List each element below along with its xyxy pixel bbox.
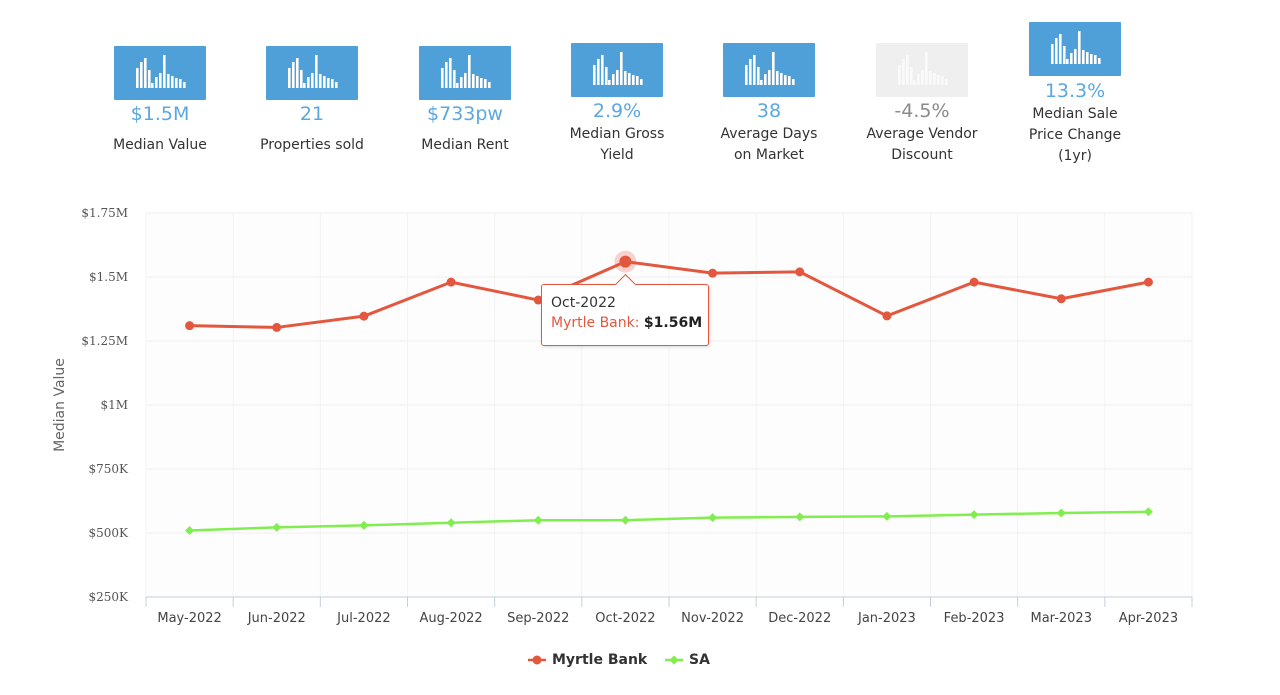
stat-properties-sold[interactable]: 21 Properties sold: [237, 46, 387, 156]
x-tick-label: Feb-2023: [944, 611, 1005, 626]
bar-chart-icon: [1029, 22, 1121, 76]
stat-label: Average Days on Market: [720, 126, 818, 163]
stat-value: $733pw: [427, 103, 503, 125]
chart-legend: Myrtle Bank SA: [0, 648, 1280, 672]
stat-label: Average Vendor Discount: [866, 126, 978, 163]
stat-value: -4.5%: [894, 100, 950, 122]
y-tick-label: $1.25M: [81, 334, 128, 348]
bar-chart-icon: [114, 46, 206, 100]
stat-value: 2.9%: [592, 100, 642, 122]
chart-series: [185, 250, 1153, 535]
y-tick-label: $1.5M: [89, 270, 128, 284]
tooltip-value-row: Myrtle Bank: $1.56M: [551, 313, 708, 333]
bar-chart-icon: [571, 43, 663, 97]
data-point[interactable]: [1143, 277, 1153, 287]
stat-median-value[interactable]: $1.5M Median Value: [85, 46, 235, 156]
data-point[interactable]: [708, 513, 718, 523]
y-tick-label: $500K: [88, 526, 129, 540]
tooltip-series-name: Myrtle Bank:: [551, 315, 640, 331]
data-point[interactable]: [446, 518, 456, 528]
x-tick-label: Dec-2022: [768, 611, 831, 626]
x-tick-label: May-2022: [157, 611, 221, 626]
y-tick-label: $1.75M: [81, 206, 128, 220]
data-point[interactable]: [185, 321, 195, 331]
x-tick-label: Jul-2022: [336, 611, 390, 626]
y-axis-label: Median Value: [52, 358, 68, 452]
bar-chart-icon: [876, 43, 968, 97]
chart-grid: [145, 212, 1193, 598]
stat-average-days-on-market[interactable]: 38 Average Days on Market: [694, 43, 844, 166]
stat-value: $1.5M: [130, 103, 190, 125]
data-point[interactable]: [882, 311, 892, 321]
x-tick-label: Jun-2022: [247, 611, 306, 626]
x-tick-label: Mar-2023: [1031, 611, 1092, 626]
x-tick-label: Apr-2023: [1119, 611, 1178, 626]
tooltip-category: Oct-2022: [551, 295, 616, 311]
x-tick-label: Aug-2022: [419, 611, 482, 626]
data-point[interactable]: [1143, 507, 1153, 517]
bar-chart-icon: [266, 46, 358, 100]
stat-value: 21: [299, 103, 325, 125]
legend-circle-marker-icon: [528, 655, 546, 665]
legend-diamond-marker-icon: [665, 655, 683, 665]
data-point[interactable]: [795, 267, 805, 277]
series-line-sa: [189, 510, 1149, 532]
tooltip-series-value: $1.56M: [643, 315, 703, 331]
bar-chart-icon: [419, 46, 511, 100]
chart-tooltip: Oct-2022 Myrtle Bank: $1.56M: [541, 273, 709, 346]
data-point[interactable]: [969, 277, 979, 287]
data-point[interactable]: [533, 515, 543, 525]
data-point[interactable]: [619, 255, 632, 268]
chart-axes: $250K $500K $750K $1M $1.25M $1.5M $1.75M May-2…: [81, 206, 1193, 626]
stat-median-rent[interactable]: $733pw Median Rent: [390, 46, 540, 156]
data-point[interactable]: [185, 525, 195, 535]
stat-label: Median Sale Price Change (1yr): [1028, 106, 1122, 164]
stat-label: Median Gross Yield: [569, 126, 665, 163]
stat-median-sale-price-change[interactable]: 13.3% Median Sale Price Change (1yr): [1000, 22, 1150, 167]
legend-item-sa[interactable]: SA: [664, 648, 710, 672]
data-point[interactable]: [1056, 508, 1066, 518]
x-tick-label: Jan-2023: [857, 611, 916, 626]
data-point[interactable]: [533, 295, 543, 305]
y-tick-label: $250K: [88, 590, 129, 604]
x-tick-label: Sep-2022: [507, 611, 569, 626]
data-point[interactable]: [359, 520, 369, 530]
series-line-myrtle-bank: [189, 260, 1149, 329]
stat-median-gross-yield[interactable]: 2.9% Median Gross Yield: [542, 43, 692, 166]
y-tick-label: $1M: [100, 398, 128, 412]
stat-label: Median Rent: [421, 137, 509, 153]
stats-row: $1.5M Median Value 21 Properties sold $7…: [0, 0, 1280, 190]
x-tick-label: Nov-2022: [681, 611, 744, 626]
stat-average-vendor-discount[interactable]: -4.5% Average Vendor Discount: [847, 43, 997, 166]
data-point[interactable]: [359, 311, 369, 321]
data-point[interactable]: [708, 268, 718, 278]
stat-label: Median Value: [113, 137, 207, 153]
stat-value: 38: [756, 100, 782, 122]
data-point[interactable]: [272, 322, 282, 332]
data-point[interactable]: [446, 277, 456, 287]
data-point[interactable]: [795, 512, 805, 522]
y-tick-label: $750K: [88, 462, 129, 476]
data-point[interactable]: [882, 511, 892, 521]
data-point[interactable]: [1056, 294, 1066, 304]
legend-label: SA: [689, 652, 710, 668]
data-point[interactable]: [272, 522, 282, 532]
legend-item-myrtle-bank[interactable]: Myrtle Bank: [527, 648, 647, 672]
stat-label: Properties sold: [260, 137, 364, 153]
data-point[interactable]: [969, 510, 979, 520]
stat-value: 13.3%: [1044, 80, 1106, 102]
x-tick-label: Oct-2022: [595, 611, 655, 626]
legend-label: Myrtle Bank: [552, 652, 648, 668]
bar-chart-icon: [723, 43, 815, 97]
data-point[interactable]: [620, 515, 630, 525]
